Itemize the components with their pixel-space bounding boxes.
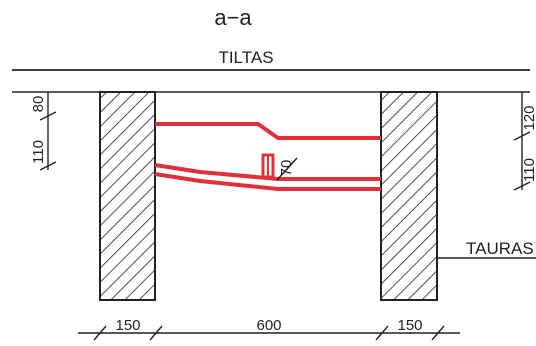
- right-height-dim: 110: [521, 158, 536, 182]
- left-height-dim-2: 80: [30, 96, 47, 113]
- left-vertical-dim: [39, 92, 57, 171]
- right-wall-dim: 150: [397, 317, 422, 334]
- pipe-gap-tick: [276, 157, 298, 181]
- left-wall: [99, 91, 156, 301]
- right-vertical-dim: [513, 92, 531, 191]
- left-wall-dim: 150: [115, 317, 140, 334]
- right-height-dim-2: 120: [521, 105, 536, 130]
- stream-label: TAURAS: [466, 239, 534, 258]
- bottom-dims: [78, 325, 460, 341]
- left-height-dim: 110: [30, 140, 47, 164]
- span-dim: 600: [256, 317, 281, 334]
- reinforcement: [154, 122, 381, 191]
- bridge-label: TILTAS: [218, 48, 273, 67]
- section-mark: a−a: [214, 5, 252, 30]
- right-wall: [380, 91, 438, 301]
